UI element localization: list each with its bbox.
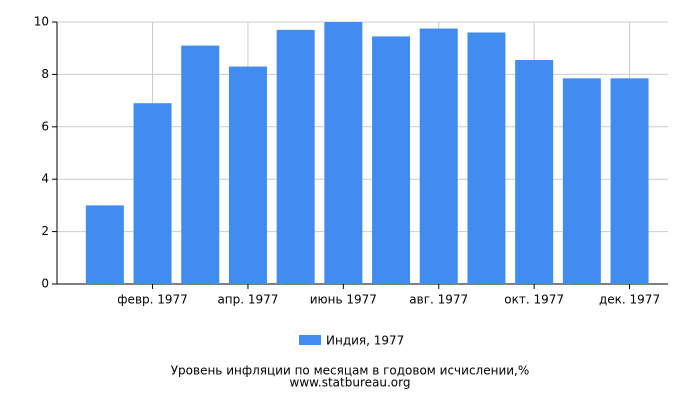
bar xyxy=(133,103,172,284)
bar xyxy=(419,28,458,284)
x-tick-label: февр. 1977 xyxy=(117,293,188,307)
x-tick-label: окт. 1977 xyxy=(504,293,564,307)
chart-subtitle: www.statbureau.org xyxy=(290,376,411,390)
bar xyxy=(85,205,124,284)
y-tick-label: 10 xyxy=(34,15,49,29)
y-tick-label: 2 xyxy=(41,224,49,238)
bar xyxy=(324,22,363,284)
bar xyxy=(515,59,554,284)
bar xyxy=(610,78,649,284)
x-tick-label: авг. 1977 xyxy=(409,293,468,307)
bar xyxy=(562,78,601,284)
x-tick-label: дек. 1977 xyxy=(599,293,660,307)
bar xyxy=(228,66,267,284)
legend-label: Индия, 1977 xyxy=(326,334,404,348)
chart-title: Уровень инфляции по месяцам в годовом ис… xyxy=(171,364,530,378)
x-tick-label: апр. 1977 xyxy=(217,293,278,307)
bar xyxy=(181,45,220,284)
y-tick-label: 0 xyxy=(41,277,49,291)
bar xyxy=(276,29,315,284)
bar xyxy=(467,32,506,285)
y-tick-label: 4 xyxy=(41,172,49,186)
y-tick-label: 6 xyxy=(41,119,49,133)
bar xyxy=(372,36,411,284)
x-tick-label: июнь 1977 xyxy=(310,293,377,307)
y-tick-label: 8 xyxy=(41,67,49,81)
legend-swatch xyxy=(299,335,321,345)
